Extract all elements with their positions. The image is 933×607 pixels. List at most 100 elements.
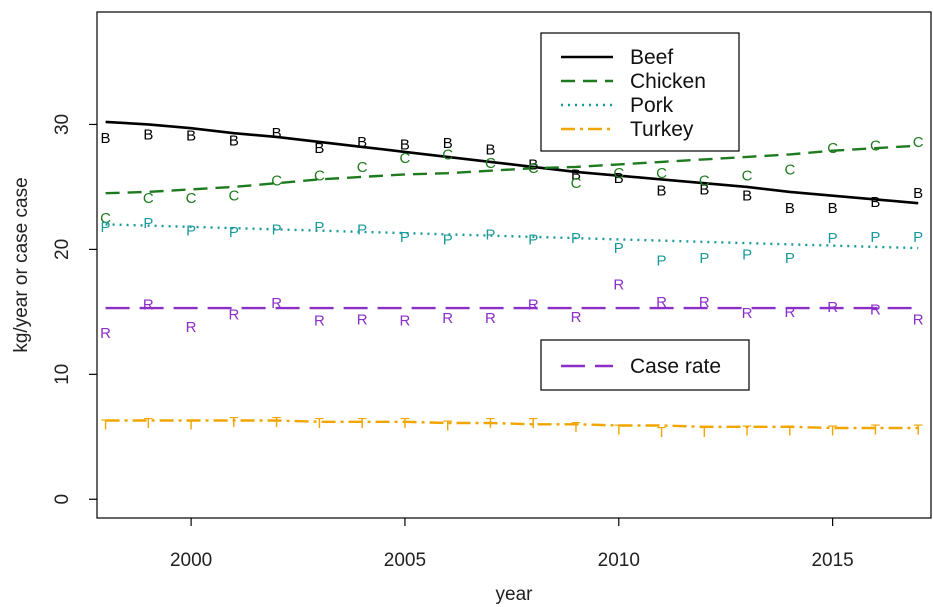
point-marker-turkey: T bbox=[272, 414, 281, 431]
point-marker-turkey: T bbox=[315, 415, 324, 432]
point-marker-case-rate: R bbox=[228, 306, 239, 323]
point-marker-case-rate: R bbox=[656, 294, 667, 311]
point-marker-pork: P bbox=[485, 226, 495, 243]
point-marker-beef: B bbox=[485, 141, 495, 158]
axes: 2000 2005 2010 2015 0 10 20 30 bbox=[52, 114, 854, 571]
point-marker-beef: B bbox=[314, 140, 324, 157]
point-marker-case-rate: R bbox=[143, 296, 154, 313]
point-marker-case-rate: R bbox=[784, 304, 795, 321]
point-marker-case-rate: R bbox=[699, 294, 710, 311]
y-tick-label: 30 bbox=[52, 114, 73, 135]
point-marker-pork: P bbox=[101, 219, 111, 236]
point-marker-case-rate: R bbox=[186, 319, 197, 336]
point-marker-chicken: C bbox=[400, 150, 411, 167]
point-marker-case-rate: R bbox=[271, 295, 282, 312]
point-marker-case-rate: R bbox=[613, 276, 624, 293]
point-marker-beef: B bbox=[699, 181, 709, 198]
y-axis-title: kg/year or case case bbox=[11, 177, 32, 352]
fit-line-beef bbox=[105, 120, 919, 205]
point-marker-chicken: C bbox=[613, 165, 624, 182]
point-marker-turkey: T bbox=[914, 421, 923, 438]
point-marker-case-rate: R bbox=[913, 311, 924, 328]
point-marker-pork: P bbox=[186, 223, 196, 240]
point-marker-case-rate: R bbox=[314, 313, 325, 330]
point-marker-turkey: T bbox=[101, 416, 110, 433]
point-marker-beef: B bbox=[785, 200, 795, 217]
point-marker-case-rate: R bbox=[485, 310, 496, 327]
point-marker-chicken: C bbox=[485, 155, 496, 172]
point-marker-chicken: C bbox=[699, 173, 710, 190]
point-marker-pork: P bbox=[272, 221, 282, 238]
y-tick-label: 0 bbox=[52, 494, 73, 505]
point-marker-chicken: C bbox=[357, 159, 368, 176]
fit-line-turkey bbox=[105, 419, 919, 430]
point-marker-chicken: C bbox=[186, 190, 197, 207]
point-marker-turkey: T bbox=[614, 421, 623, 438]
point-marker-beef: B bbox=[657, 183, 667, 200]
point-marker-pork: P bbox=[742, 246, 752, 263]
legend-case-rate: Case rate bbox=[540, 339, 750, 391]
point-marker-turkey: T bbox=[400, 415, 409, 432]
fit-line-chicken bbox=[105, 144, 919, 195]
point-marker-turkey: T bbox=[571, 419, 580, 436]
point-marker-turkey: T bbox=[229, 414, 238, 431]
point-marker-chicken: C bbox=[784, 161, 795, 178]
point-marker-chicken: C bbox=[271, 173, 282, 190]
point-marker-pork: P bbox=[657, 253, 667, 270]
point-marker-case-rate: R bbox=[100, 325, 111, 342]
point-marker-beef: B bbox=[870, 194, 880, 211]
point-marker-beef: B bbox=[571, 166, 581, 183]
point-marker-chicken: C bbox=[528, 160, 539, 177]
point-marker-turkey: T bbox=[486, 415, 495, 432]
fit-lines bbox=[105, 120, 919, 430]
point-marker-chicken: C bbox=[870, 138, 881, 155]
point-marker-case-rate: R bbox=[571, 309, 582, 326]
legend-label: Chicken bbox=[630, 70, 706, 93]
point-marker-beef: B bbox=[913, 185, 923, 202]
point-marker-turkey: T bbox=[358, 415, 367, 432]
legend-label: Case rate bbox=[630, 355, 721, 378]
point-marker-beef: B bbox=[101, 130, 111, 147]
point-marker-pork: P bbox=[528, 231, 538, 248]
point-marker-pork: P bbox=[699, 250, 709, 267]
x-tick-label: 2010 bbox=[598, 550, 640, 571]
point-marker-chicken: C bbox=[442, 146, 453, 163]
point-marker-chicken: C bbox=[228, 188, 239, 205]
x-tick-label: 2015 bbox=[811, 550, 853, 571]
point-marker-turkey: T bbox=[871, 421, 880, 438]
point-marker-beef: B bbox=[828, 200, 838, 217]
point-marker-chicken: C bbox=[100, 210, 111, 227]
point-marker-chicken: C bbox=[742, 168, 753, 185]
x-tick-label: 2005 bbox=[384, 550, 426, 571]
point-marker-case-rate: R bbox=[442, 310, 453, 327]
point-marker-turkey: T bbox=[529, 415, 538, 432]
legend-box bbox=[540, 32, 740, 152]
legend-label: Beef bbox=[630, 46, 673, 69]
point-marker-beef: B bbox=[143, 126, 153, 143]
plot-frame bbox=[96, 11, 932, 519]
point-marker-case-rate: R bbox=[357, 311, 368, 328]
point-marker-chicken: C bbox=[913, 134, 924, 151]
legend-label: Turkey bbox=[630, 118, 694, 141]
x-axis-title: year bbox=[496, 584, 534, 605]
point-marker-turkey: T bbox=[785, 423, 794, 440]
point-marker-case-rate: R bbox=[742, 305, 753, 322]
point-marker-turkey: T bbox=[743, 423, 752, 440]
fit-line-pork bbox=[105, 223, 919, 250]
point-marker-chicken: C bbox=[656, 165, 667, 182]
point-marker-turkey: T bbox=[187, 416, 196, 433]
point-marker-turkey: T bbox=[144, 415, 153, 432]
point-marker-beef: B bbox=[357, 134, 367, 151]
y-tick-label: 20 bbox=[52, 239, 73, 260]
point-marker-beef: B bbox=[186, 128, 196, 145]
point-marker-pork: P bbox=[870, 229, 880, 246]
point-marker-beef: B bbox=[229, 133, 239, 150]
point-marker-pork: P bbox=[913, 229, 923, 246]
point-marker-beef: B bbox=[400, 136, 410, 153]
point-marker-chicken: C bbox=[571, 175, 582, 192]
point-marker-beef: B bbox=[272, 125, 282, 142]
point-marker-turkey: T bbox=[443, 418, 452, 435]
